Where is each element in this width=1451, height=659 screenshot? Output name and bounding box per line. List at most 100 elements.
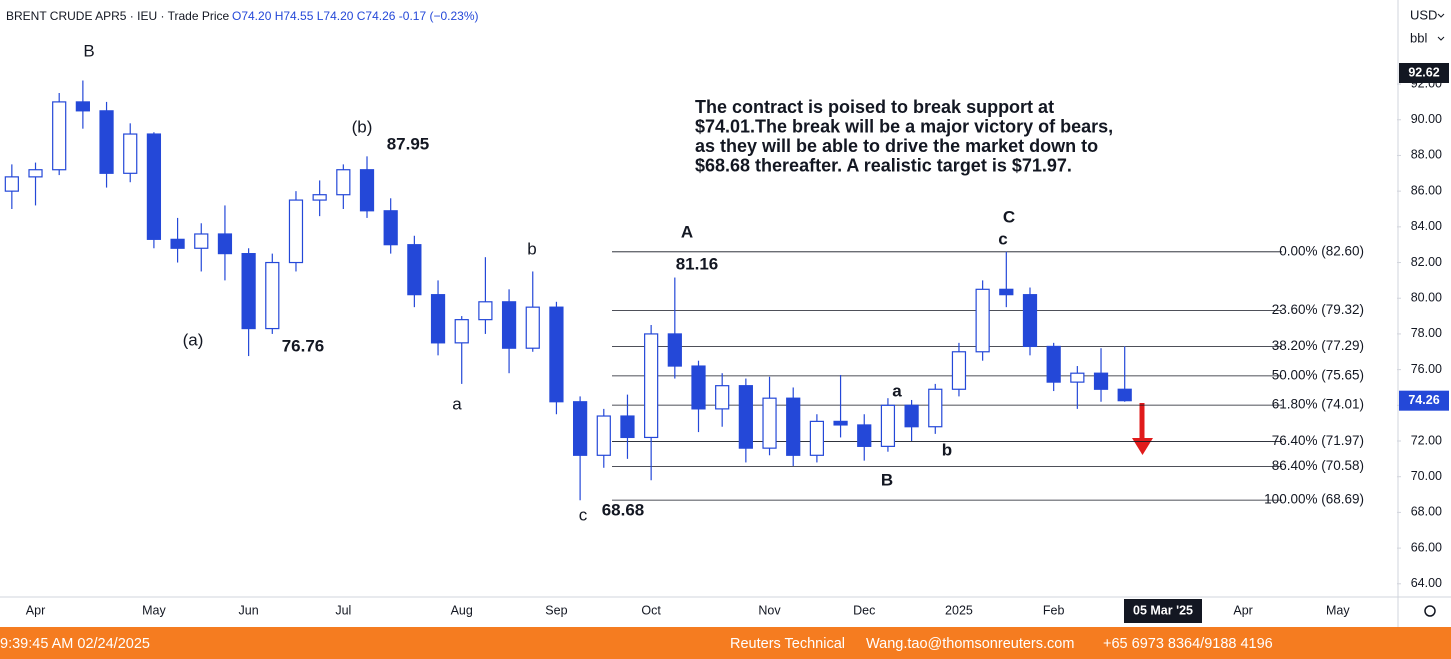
y-tick-label: 86.00 [1411, 183, 1442, 197]
x-tick-label: May [142, 603, 166, 617]
candle-body [644, 333, 659, 439]
footer-source: Reuters Technical [730, 636, 845, 652]
candle-body [596, 415, 611, 456]
wave-label: b [942, 440, 952, 459]
candle-body [28, 169, 43, 178]
y-tick-label: 64.00 [1411, 576, 1442, 590]
comment-line: The contract is poised to break support … [695, 97, 1054, 117]
y-tick-label: 68.00 [1411, 505, 1442, 519]
candle-body [170, 238, 185, 249]
wave-label: 81.16 [676, 254, 719, 273]
chevron [1437, 36, 1445, 41]
chevron [1437, 13, 1445, 18]
candle-body [833, 420, 848, 426]
candle-body [572, 401, 588, 456]
y-tick-label: 78.00 [1411, 326, 1442, 340]
fib-label: 38.20% (77.29) [1272, 338, 1364, 353]
candle-body [880, 404, 896, 447]
currency: USD [1410, 7, 1437, 22]
candle-body [667, 333, 682, 367]
comment-line: $68.68 thereafter. A realistic target is… [695, 155, 1072, 175]
wave-label: b [527, 239, 536, 258]
fib-label: 0.00% (82.60) [1279, 243, 1364, 258]
y-tick-label: 72.00 [1411, 433, 1442, 447]
y-tick-label: 66.00 [1411, 540, 1442, 554]
fib-label: 76.40% (71.97) [1272, 433, 1364, 448]
crosshair-date-label: 05 Mar '25 [1133, 603, 1193, 617]
footer-email: Wang.tao@thomsonreuters.com [866, 636, 1074, 652]
candle-body [194, 233, 209, 249]
symbol-title: BRENT CRUDE APR5 · IEU · Trade Price [6, 9, 229, 23]
wave-label: 76.76 [282, 336, 325, 355]
candle-body [549, 306, 564, 403]
fib-label: 86.40% (70.58) [1272, 458, 1364, 473]
candle-body [4, 176, 19, 192]
candle-body [525, 306, 540, 349]
crosshair-price-box [1399, 62, 1449, 83]
wave-label: C [1003, 207, 1015, 226]
wave-label: B [881, 470, 893, 489]
y-tick-label: 82.00 [1411, 255, 1442, 269]
x-tick-label: Aug [451, 603, 473, 617]
y-tick-label: 80.00 [1411, 291, 1442, 305]
candle-body [336, 169, 351, 196]
x-tick-label: Dec [853, 603, 875, 617]
candle-body [359, 169, 375, 212]
footer-phone: +65 6973 8364/9188 4196 [1103, 636, 1273, 652]
candle-body [786, 397, 801, 456]
candle-body [383, 210, 398, 246]
fib-label: 100.00% (68.69) [1264, 492, 1364, 507]
fib-label: 61.80% (74.01) [1272, 397, 1364, 412]
wave-label: c [579, 505, 588, 524]
wave-label: (a) [183, 330, 204, 349]
candle-body [809, 420, 825, 456]
wave-label: 87.95 [387, 134, 430, 153]
candle-body [123, 133, 138, 174]
x-tick-label: 2025 [945, 603, 973, 617]
candle-body [75, 101, 90, 112]
wave-label: A [681, 222, 693, 241]
x-tick-label: Apr [1233, 603, 1252, 617]
unit: bbl [1410, 30, 1427, 45]
crosshair-date-box [1124, 599, 1202, 623]
fib-label: 50.00% (75.65) [1272, 367, 1364, 382]
candle-body [52, 101, 67, 171]
comment-line: $74.01.The break will be a major victory… [695, 116, 1113, 136]
candle-body [288, 199, 304, 264]
candle-body [454, 319, 469, 344]
candle-body [1046, 345, 1061, 383]
y-tick-label: 70.00 [1411, 469, 1442, 483]
x-tick-label: Jun [239, 603, 259, 617]
candle-body [217, 233, 233, 255]
x-tick-label: Jul [335, 603, 351, 617]
candle-body [501, 301, 517, 349]
y-tick-label: 84.00 [1411, 219, 1442, 233]
candle-body [312, 194, 327, 201]
wave-label: c [998, 229, 1007, 248]
footer-timestamp: 9:39:45 AM 02/24/2025 [0, 636, 150, 652]
wave-label: (b) [352, 117, 373, 136]
comment-line: as they will be able to drive the market… [695, 136, 1098, 156]
last-price-label: 74.26 [1408, 393, 1439, 407]
crosshair-price-label: 92.62 [1408, 65, 1439, 79]
x-tick-label: Apr [26, 603, 45, 617]
wave-label: a [452, 394, 462, 413]
candle-body [951, 351, 967, 390]
candle-body [904, 404, 919, 428]
candle-body [478, 301, 493, 321]
candle-body [715, 385, 730, 410]
candle-body [738, 385, 753, 449]
candle-body [928, 388, 943, 428]
x-tick-label: Oct [641, 603, 661, 617]
candle-body [407, 244, 422, 296]
candle-body [1022, 294, 1038, 348]
candle-body [1093, 372, 1109, 390]
settings-icon[interactable] [1424, 605, 1436, 617]
x-tick-label: Sep [545, 603, 567, 617]
down-arrow-head [1132, 438, 1153, 455]
fib-label: 23.60% (79.32) [1272, 302, 1364, 317]
wave-label: a [892, 381, 902, 400]
candle-body [975, 288, 990, 353]
